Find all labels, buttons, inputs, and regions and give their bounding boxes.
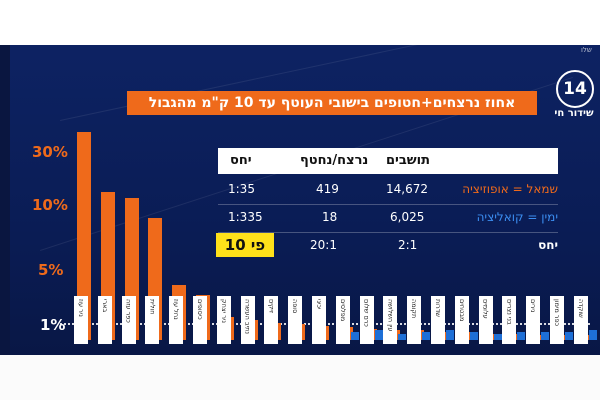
category-label: ניר עוז: [74, 296, 88, 344]
category-label: שדרות: [431, 296, 445, 344]
category-label: מפלסים: [335, 296, 350, 344]
category-label: נתיב העשרה: [240, 296, 255, 344]
comparison-table: תושבים נרצח/נחטף יחס שמאל = אופוזיציה 14…: [218, 148, 558, 264]
ratio-badge: פי 10: [216, 233, 274, 257]
category-label: כרם שלום: [359, 296, 374, 344]
category-label: כיסופים: [193, 296, 207, 344]
category-label: ניר יצחק: [216, 296, 231, 344]
row-victims: 18: [322, 210, 338, 224]
category-label: סופה: [288, 296, 303, 344]
bar-blue-19: [541, 332, 550, 340]
row-victims: 20:1: [310, 238, 337, 252]
bar-blue-14: [422, 332, 431, 340]
row-residents: 6,025: [390, 210, 425, 224]
chart-title: אחוז נרצחים+חטופים בישובי העוטף עד 10 ק"…: [127, 91, 537, 115]
corner-tag: שלו: [581, 46, 592, 54]
row-label: יחס: [538, 238, 558, 252]
row-label: ימין = קואליציה: [476, 210, 558, 224]
bar-blue-18: [517, 332, 526, 340]
category-label: בני נצרים: [502, 296, 517, 344]
category-label: בארי: [97, 296, 112, 344]
table-row: יחס 2:1 20:1: [218, 232, 558, 260]
bar-blue-16: [469, 332, 478, 340]
row-ratio: 1:335: [228, 210, 263, 224]
y-tick-5: 5%: [38, 261, 64, 279]
category-label: עלומים: [478, 296, 493, 344]
live-label: שידור חי: [554, 108, 594, 119]
bar-orange-0: [77, 132, 91, 340]
category-label: כפר עזה: [121, 296, 136, 344]
row-residents: 2:1: [398, 238, 418, 252]
row-label: שמאל = אופוזיציה: [462, 182, 558, 196]
header-victims: נרצח/נחטף: [300, 153, 369, 168]
header-residents: תושבים: [386, 153, 431, 168]
category-label: תקומה: [407, 296, 422, 344]
bar-blue-17: [493, 333, 502, 340]
bottom-letterbox: [0, 355, 600, 400]
category-label: שוקדה: [573, 296, 588, 344]
bar-blue-12: [374, 330, 383, 340]
y-tick-1: 1%: [40, 316, 66, 334]
header-ratio: יחס: [230, 153, 252, 168]
table-header: תושבים נרצח/נחטף יחס: [218, 148, 558, 174]
category-label: נחל עוז: [169, 296, 184, 344]
category-label: כפר מימון: [550, 296, 564, 344]
bar-blue-21: [588, 330, 597, 340]
channel-logo: 14: [556, 70, 594, 108]
table-row: שמאל = אופוזיציה 14,672 419 1:35: [218, 176, 558, 205]
category-label: עין השלושה: [383, 296, 398, 344]
row-ratio: 1:35: [228, 182, 255, 196]
category-label: מבטחים: [454, 296, 469, 344]
y-tick-10: 10%: [32, 196, 68, 214]
bar-blue-15: [446, 330, 454, 340]
category-label: נירים: [526, 296, 541, 344]
left-edge: [0, 45, 10, 355]
bar-blue-13: [398, 333, 407, 340]
bar-blue-20: [565, 332, 573, 340]
category-label: זיקים: [264, 296, 279, 344]
category-label: חולית: [145, 296, 160, 344]
row-residents: 14,672: [386, 182, 428, 196]
category-label: יכיני: [312, 296, 326, 344]
top-letterbox: [0, 0, 600, 45]
y-tick-30: 30%: [32, 143, 68, 161]
row-victims: 419: [316, 182, 339, 196]
bar-blue-11: [350, 332, 359, 340]
table-row: ימין = קואליציה 6,025 18 1:335: [218, 204, 558, 233]
